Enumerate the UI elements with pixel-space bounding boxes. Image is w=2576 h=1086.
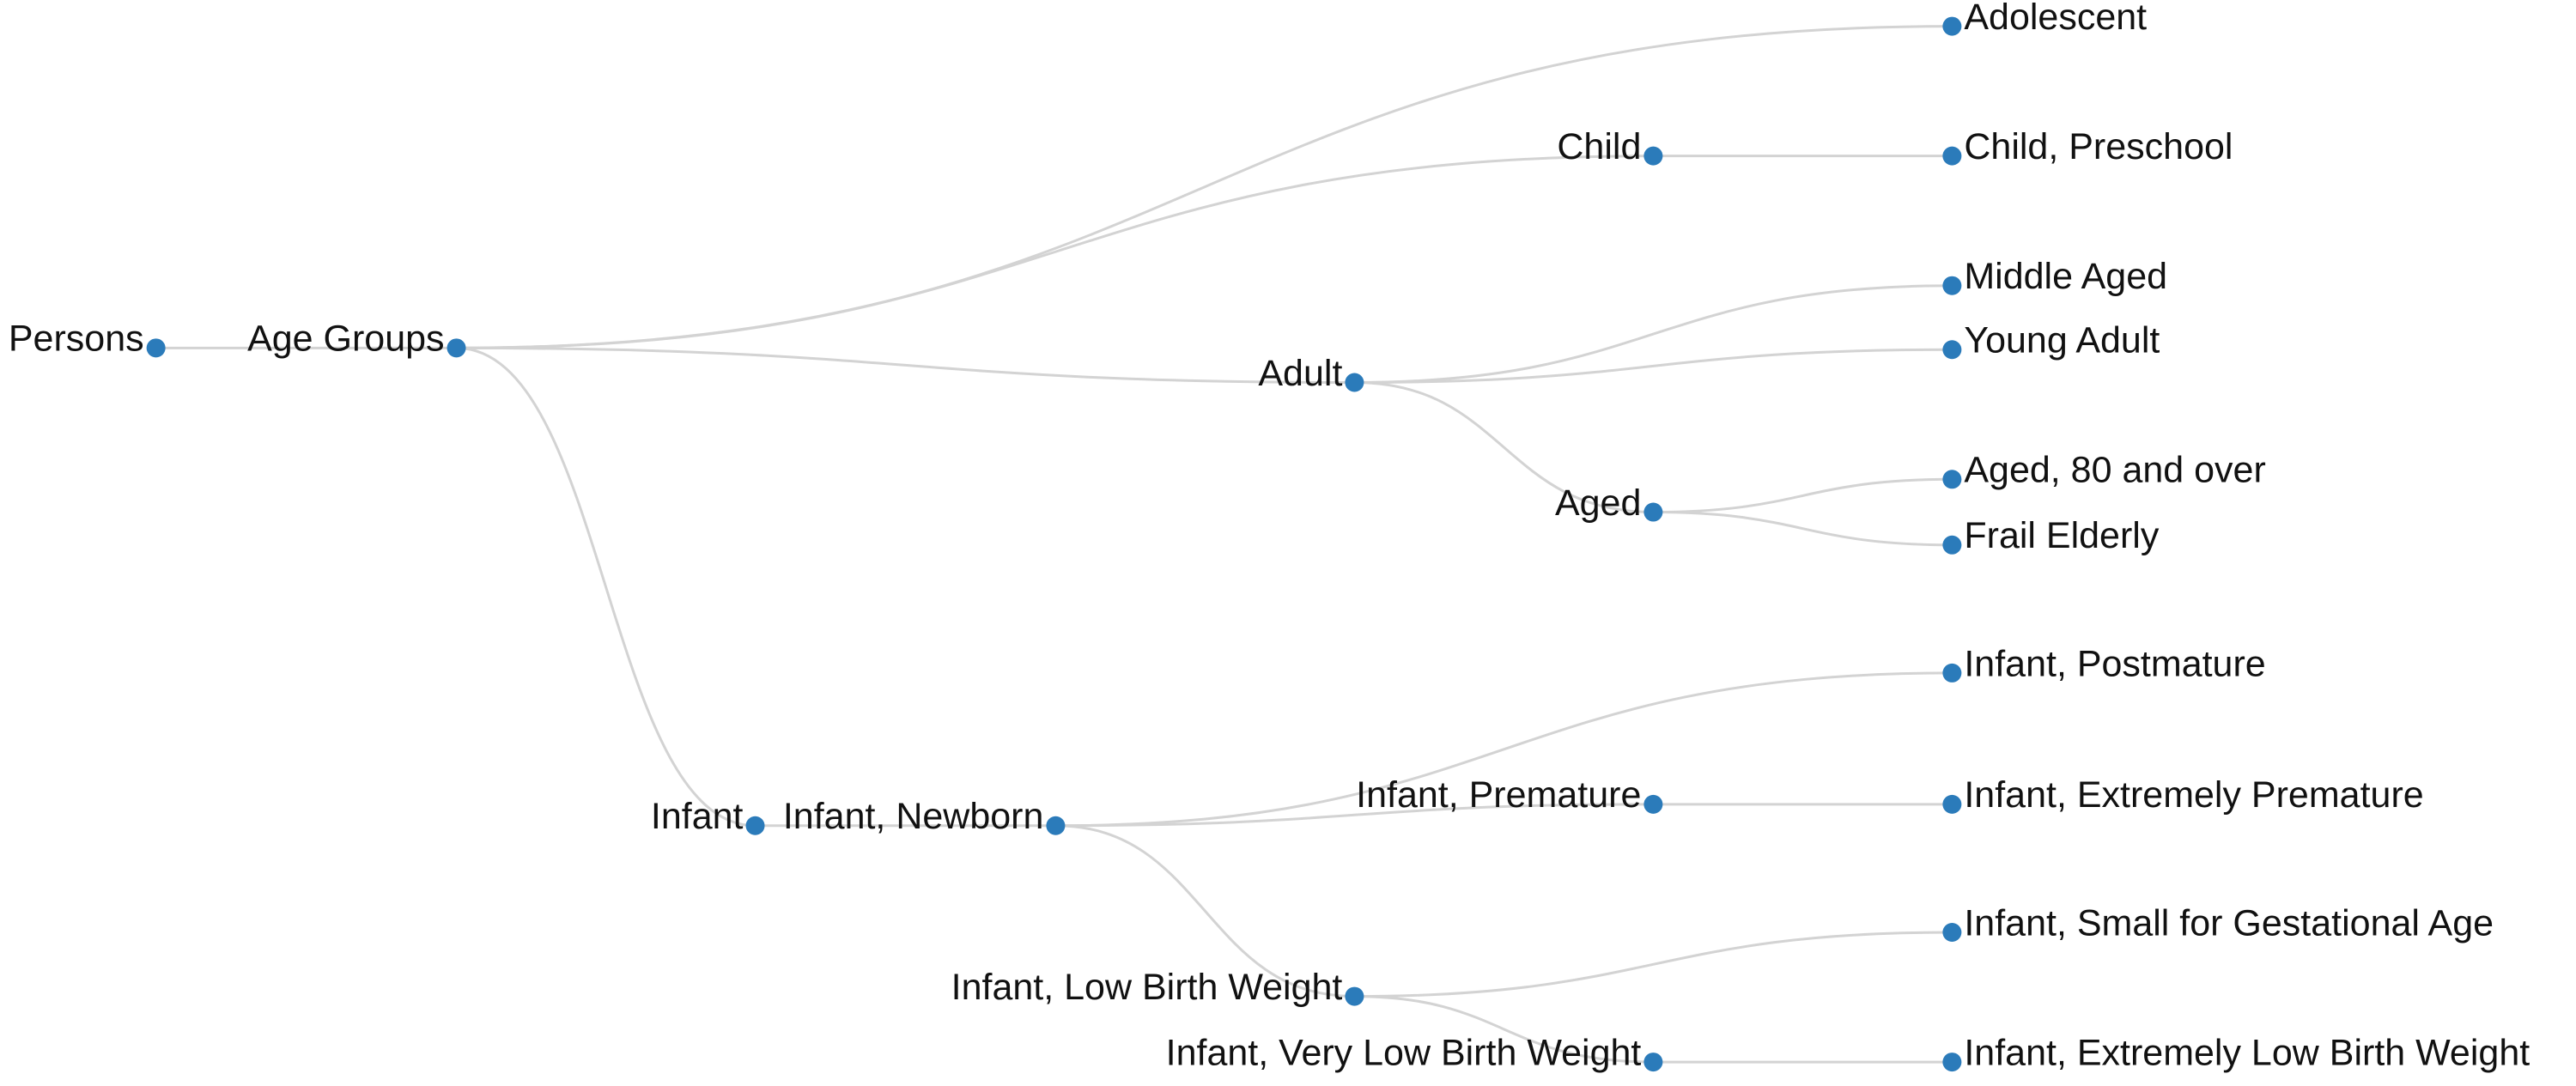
node-dot <box>146 338 166 358</box>
link <box>456 346 756 828</box>
node-label: Infant, Very Low Birth Weight <box>1166 1032 1642 1073</box>
node-label: Young Adult <box>1964 320 2160 361</box>
node-dot <box>1345 986 1364 1006</box>
node-label: Aged, 80 and over <box>1964 450 2265 491</box>
node-dot <box>1942 663 1962 683</box>
node-label: Adult <box>1258 353 1342 394</box>
node-dot <box>1942 340 1962 360</box>
link <box>1653 477 1953 514</box>
link <box>1055 671 1953 828</box>
link <box>1354 931 1953 998</box>
node-label: Infant, Low Birth Weight <box>951 967 1343 1008</box>
node-dot <box>1643 146 1663 166</box>
node-label: Frail Elderly <box>1964 515 2159 556</box>
node-dot <box>1942 276 1962 295</box>
node-label: Infant, Extremely Low Birth Weight <box>1964 1032 2530 1073</box>
node-label: Infant, Newborn <box>783 796 1044 837</box>
link <box>1653 511 1953 547</box>
node-label: Infant <box>651 796 744 837</box>
node-dot <box>1942 470 1962 489</box>
nodes: Persons Age Groups Adolescent Child Child, P… <box>9 0 2530 1073</box>
node-label: Child <box>1557 126 1641 167</box>
node-dot <box>1643 1053 1663 1072</box>
node-label: Infant, Extremely Premature <box>1964 774 2423 816</box>
link <box>1055 803 1654 828</box>
node-dot <box>447 338 466 358</box>
node-dot <box>1942 794 1962 814</box>
node-label: Persons <box>9 319 144 360</box>
node-label: Infant, Postmature <box>1964 643 2265 684</box>
link <box>456 346 1355 384</box>
node-dot <box>1942 16 1962 36</box>
link <box>1354 380 1654 514</box>
node-dot <box>745 816 765 835</box>
node-dot <box>1942 923 1962 943</box>
node-label: Aged <box>1555 482 1641 524</box>
links <box>155 25 1953 1064</box>
node-label: Middle Aged <box>1964 256 2167 297</box>
node-label: Age Groups <box>247 319 444 360</box>
node-dot <box>1942 535 1962 555</box>
link <box>456 25 1953 349</box>
node-dot <box>1942 1053 1962 1072</box>
node-dot <box>1643 794 1663 814</box>
node-dot <box>1942 146 1962 166</box>
node-dot <box>1643 502 1663 522</box>
link <box>1354 995 1654 1064</box>
node-dot <box>1046 816 1066 835</box>
node-label: Infant, Small for Gestational Age <box>1964 902 2494 943</box>
link <box>1055 824 1355 998</box>
node-label: Adolescent <box>1964 0 2147 38</box>
node-label: Infant, Premature <box>1356 774 1641 816</box>
node-dot <box>1345 373 1364 392</box>
link <box>456 155 1654 349</box>
link <box>1354 348 1953 384</box>
link <box>1354 284 1953 384</box>
node-label: Child, Preschool <box>1964 126 2233 167</box>
